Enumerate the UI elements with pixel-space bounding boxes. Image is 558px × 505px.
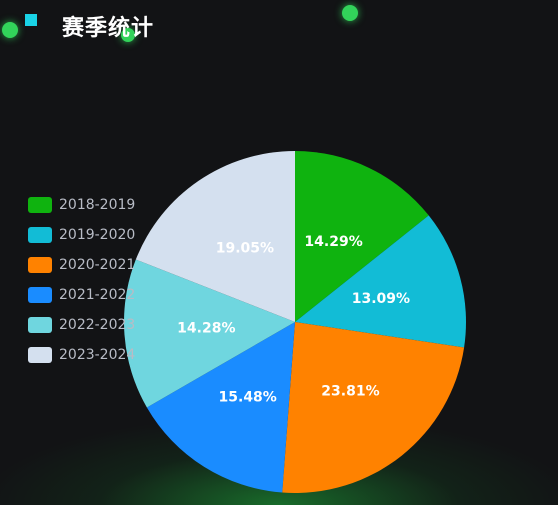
pie-slice-label: 15.48%	[219, 389, 277, 405]
pie-slice-label: 23.81%	[321, 384, 379, 400]
decorative-glow-dot	[342, 5, 358, 21]
legend-swatch	[28, 317, 52, 333]
decorative-glow-dot	[121, 28, 135, 42]
chart-legend: 2018-2019 2019-2020 2020-2021 2021-2022 2022…	[28, 190, 135, 370]
pie-slices	[124, 151, 466, 493]
pie-slice-2019-2020[interactable]	[295, 215, 466, 348]
pie-slice-label: 14.28%	[177, 321, 235, 337]
legend-label: 2020-2021	[59, 257, 136, 273]
pie-slice-label: 13.09%	[352, 291, 410, 307]
decorative-glow-dot	[2, 22, 18, 38]
legend-item[interactable]: 2021-2022	[28, 280, 135, 310]
legend-item[interactable]: 2022-2023	[28, 310, 135, 340]
legend-item[interactable]: 2019-2020	[28, 220, 135, 250]
pie-slice-2021-2022[interactable]	[146, 322, 295, 493]
pie-slice-2023-2024[interactable]	[135, 151, 295, 322]
pie-slice-2018-2019[interactable]	[295, 151, 429, 322]
pie-slice-2022-2023[interactable]	[124, 259, 295, 408]
legend-swatch	[28, 257, 52, 273]
legend-swatch	[28, 197, 52, 213]
legend-label: 2023-2024	[59, 347, 136, 363]
page-title: 赛季统计	[62, 16, 155, 41]
legend-item[interactable]: 2023-2024	[28, 340, 135, 370]
legend-label: 2019-2020	[59, 227, 136, 243]
legend-item[interactable]: 2018-2019	[28, 190, 135, 220]
legend-swatch	[28, 227, 52, 243]
legend-swatch	[28, 287, 52, 303]
legend-item[interactable]: 2020-2021	[28, 250, 135, 280]
legend-swatch	[28, 347, 52, 363]
title-marker-icon	[25, 14, 37, 26]
pie-slice-label: 19.05%	[216, 241, 274, 257]
pie-slice-2020-2021[interactable]	[282, 322, 465, 493]
pie-labels: 14.29% 13.09% 23.81% 15.48% 14.28% 19.05%	[177, 234, 410, 405]
legend-label: 2021-2022	[59, 287, 136, 303]
legend-label: 2022-2023	[59, 317, 136, 333]
pie-slice-label: 14.29%	[304, 234, 362, 250]
legend-label: 2018-2019	[59, 197, 136, 213]
